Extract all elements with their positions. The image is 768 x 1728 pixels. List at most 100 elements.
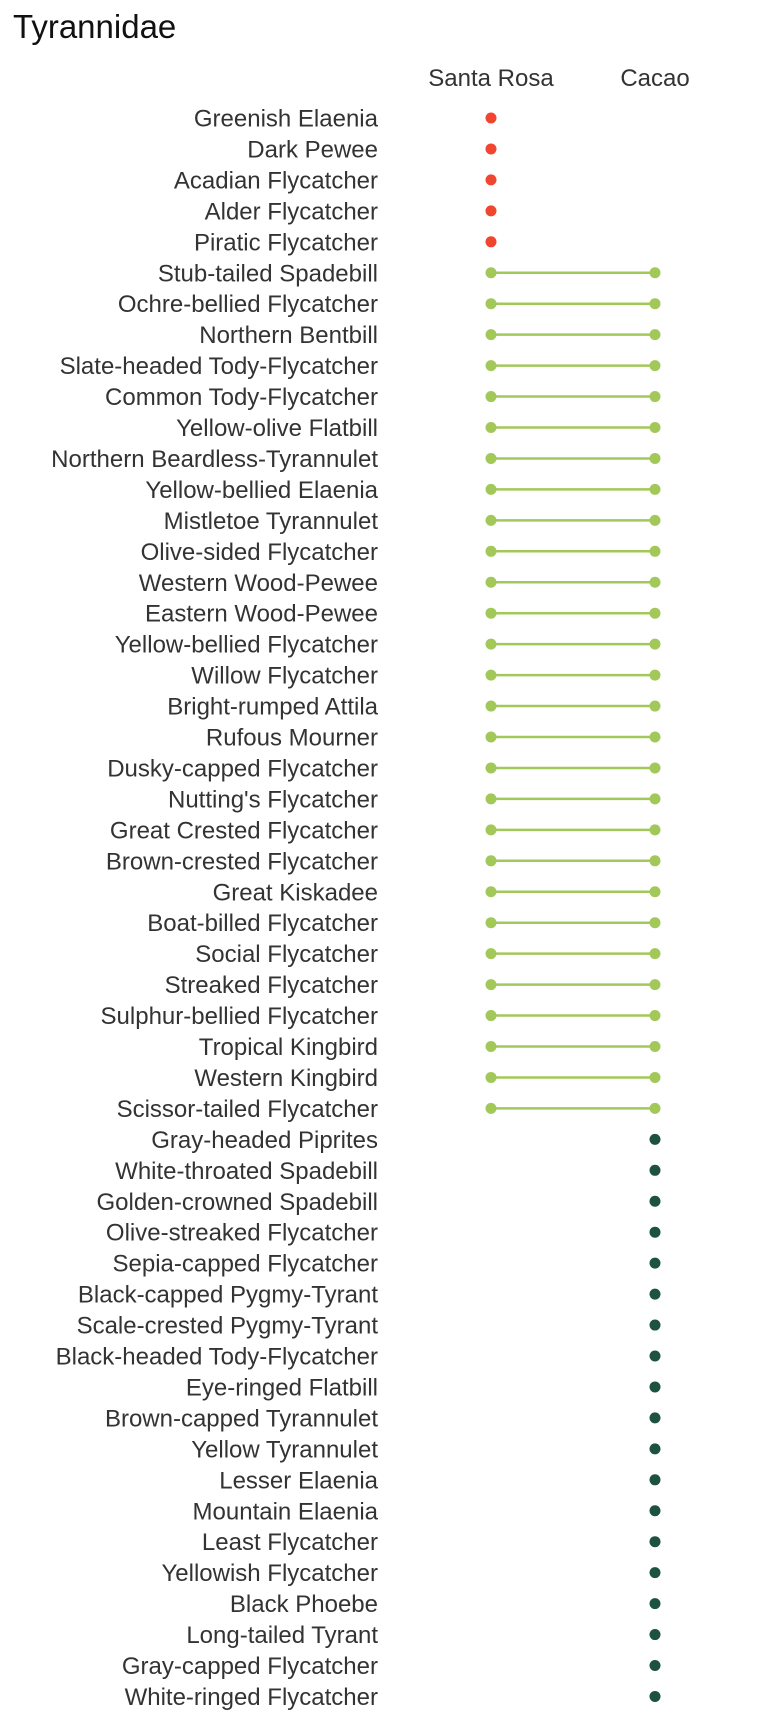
species-row-gray-headed-piprites: Gray-headed Piprites: [151, 1127, 661, 1154]
point-cacao: [649, 948, 661, 960]
species-label: Black Phoebe: [230, 1591, 378, 1618]
species-label: Gray-headed Piprites: [151, 1127, 378, 1154]
species-label: Dusky-capped Flycatcher: [107, 755, 378, 782]
species-row-western-wood-pewee: Western Wood-Pewee: [139, 570, 661, 597]
species-row-great-crested-flycatcher: Great Crested Flycatcher: [110, 817, 661, 844]
point-cacao: [649, 1381, 661, 1393]
point-santa-rosa: [485, 267, 497, 279]
point-cacao: [649, 855, 661, 867]
point-cacao: [649, 1660, 661, 1671]
point-cacao: [649, 1319, 661, 1331]
species-row-olive-sided-flycatcher: Olive-sided Flycatcher: [141, 539, 661, 566]
species-label: Common Tody-Flycatcher: [105, 384, 378, 411]
species-label: Mistletoe Tyrannulet: [164, 508, 379, 535]
species-label: Scissor-tailed Flycatcher: [117, 1096, 378, 1123]
point-santa-rosa: [485, 948, 497, 960]
species-label: Eastern Wood-Pewee: [145, 601, 378, 628]
point-cacao: [649, 638, 661, 650]
species-label: Least Flycatcher: [202, 1529, 378, 1556]
species-label: Olive-streaked Flycatcher: [106, 1220, 378, 1247]
species-row-mountain-elaenia: Mountain Elaenia: [193, 1498, 661, 1525]
species-label: Yellow Tyrannulet: [191, 1436, 378, 1463]
species-row-streaked-flycatcher: Streaked Flycatcher: [165, 972, 661, 999]
species-label: Western Wood-Pewee: [139, 570, 378, 597]
point-santa-rosa: [485, 855, 497, 867]
point-cacao: [649, 1443, 661, 1455]
chart-title: Tyrannidae: [13, 8, 176, 45]
point-cacao: [649, 607, 661, 619]
species-rows: Greenish Elaenia Dark Pewee Acadian Flycat…: [51, 106, 661, 1711]
point-cacao: [649, 917, 661, 929]
point-cacao: [649, 700, 661, 712]
species-row-tropical-kingbird: Tropical Kingbird: [199, 1034, 661, 1061]
point-cacao: [649, 267, 661, 279]
species-label: Stub-tailed Spadebill: [158, 260, 378, 287]
species-row-least-flycatcher: Least Flycatcher: [202, 1529, 661, 1556]
point-santa-rosa: [485, 638, 497, 650]
point-cacao: [649, 298, 661, 310]
point-cacao: [649, 1133, 661, 1145]
species-row-yellowish-flycatcher: Yellowish Flycatcher: [161, 1560, 661, 1587]
point-cacao: [649, 1226, 661, 1238]
species-row-acadian-flycatcher: Acadian Flycatcher: [174, 167, 497, 194]
species-row-social-flycatcher: Social Flycatcher: [195, 941, 661, 968]
species-row-black-headed-tody-flycatcher: Black-headed Tody-Flycatcher: [56, 1344, 661, 1371]
point-cacao: [649, 1257, 661, 1269]
point-cacao: [649, 545, 661, 557]
species-row-scissor-tailed-flycatcher: Scissor-tailed Flycatcher: [117, 1096, 661, 1123]
point-cacao: [649, 824, 661, 836]
point-santa-rosa: [485, 793, 497, 805]
species-row-yellow-olive-flatbill: Yellow-olive Flatbill: [176, 415, 661, 442]
point-cacao: [649, 1350, 661, 1362]
species-label: Willow Flycatcher: [191, 663, 378, 690]
species-label: Eye-ringed Flatbill: [186, 1374, 378, 1401]
point-santa-rosa: [485, 824, 497, 836]
species-label: Brown-capped Tyrannulet: [105, 1405, 378, 1432]
species-row-eastern-wood-pewee: Eastern Wood-Pewee: [145, 601, 661, 628]
species-row-dark-pewee: Dark Pewee: [247, 136, 497, 163]
point-cacao: [649, 1536, 661, 1548]
point-cacao: [649, 360, 661, 372]
species-label: Sulphur-bellied Flycatcher: [101, 1003, 378, 1030]
species-label: Ochre-bellied Flycatcher: [118, 291, 378, 318]
point-santa-rosa: [485, 700, 497, 712]
point-cacao: [649, 1412, 661, 1424]
species-row-bright-rumped-attila: Bright-rumped Attila: [167, 694, 661, 721]
species-row-boat-billed-flycatcher: Boat-billed Flycatcher: [147, 910, 661, 937]
point-cacao: [649, 422, 661, 433]
point-cacao: [649, 1010, 661, 1022]
species-label: Western Kingbird: [194, 1065, 378, 1092]
point-santa-rosa: [485, 422, 497, 433]
species-label: Yellow-olive Flatbill: [176, 415, 378, 442]
species-label: Rufous Mourner: [206, 725, 378, 752]
point-cacao: [649, 793, 661, 805]
point-santa-rosa: [485, 545, 497, 557]
species-label: Olive-sided Flycatcher: [141, 539, 378, 566]
species-label: White-throated Spadebill: [115, 1158, 378, 1185]
species-row-western-kingbird: Western Kingbird: [194, 1065, 661, 1092]
species-label: Piratic Flycatcher: [194, 229, 378, 256]
species-label: Northern Beardless-Tyrannulet: [51, 446, 378, 473]
point-santa-rosa: [485, 329, 497, 341]
species-row-brown-crested-flycatcher: Brown-crested Flycatcher: [106, 848, 661, 875]
point-santa-rosa: [485, 112, 497, 124]
species-row-eye-ringed-flatbill: Eye-ringed Flatbill: [186, 1374, 661, 1401]
point-cacao: [649, 391, 661, 403]
species-row-piratic-flycatcher: Piratic Flycatcher: [194, 229, 497, 256]
species-row-dusky-capped-flycatcher: Dusky-capped Flycatcher: [107, 755, 661, 782]
species-label: Northern Bentbill: [199, 322, 378, 349]
point-cacao: [649, 1474, 661, 1486]
point-cacao: [649, 886, 661, 898]
point-cacao: [649, 1041, 661, 1052]
species-row-ochre-bellied-flycatcher: Ochre-bellied Flycatcher: [118, 291, 661, 318]
point-santa-rosa: [485, 174, 497, 186]
species-label: Great Crested Flycatcher: [110, 817, 378, 844]
species-row-rufous-mourner: Rufous Mourner: [206, 725, 661, 752]
species-label: Slate-headed Tody-Flycatcher: [60, 353, 378, 380]
species-row-willow-flycatcher: Willow Flycatcher: [191, 663, 661, 690]
species-row-black-phoebe: Black Phoebe: [230, 1591, 661, 1618]
point-santa-rosa: [485, 1071, 497, 1083]
point-santa-rosa: [485, 1102, 497, 1114]
point-santa-rosa: [485, 298, 497, 310]
point-cacao: [649, 329, 661, 341]
